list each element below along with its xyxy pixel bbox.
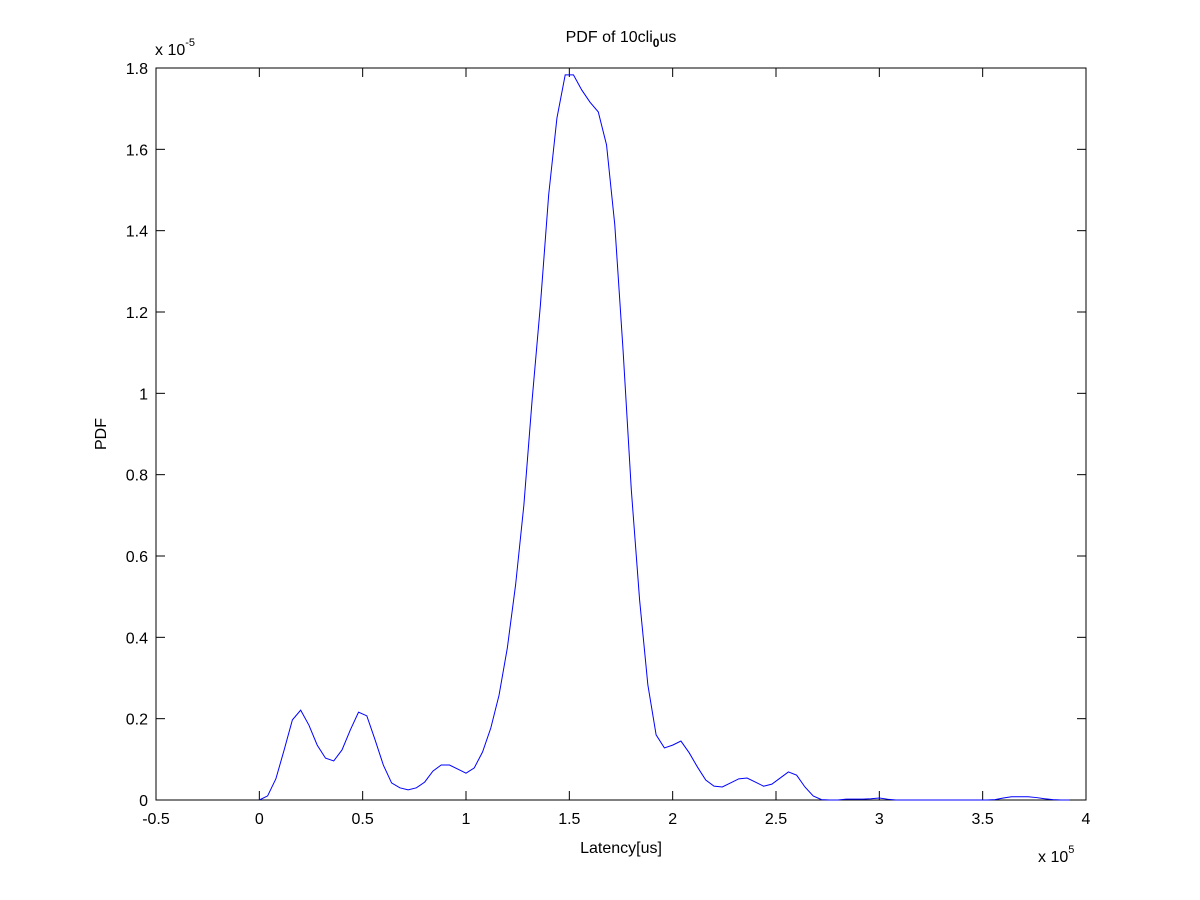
- x-tick-label: 0: [255, 811, 264, 828]
- x-multiplier-base: x 10: [1038, 849, 1068, 866]
- title-subscript: 0: [653, 36, 660, 50]
- y-axis-label: PDF: [93, 418, 110, 450]
- x-multiplier: x 105: [1038, 844, 1074, 866]
- x-multiplier-exponent: 5: [1068, 844, 1074, 856]
- y-tick-label: 0.2: [126, 712, 148, 729]
- x-tick-label: 2: [668, 811, 677, 828]
- y-multiplier-base: x 10: [155, 42, 185, 59]
- y-tick-label: 0.8: [126, 468, 148, 485]
- y-tick-label: 1.2: [126, 305, 148, 322]
- y-tick-label: 0.6: [126, 549, 148, 566]
- x-tick-label: 1: [462, 811, 471, 828]
- y-tick-label: 1.4: [126, 224, 148, 241]
- y-tick-label: 0: [139, 793, 148, 810]
- plot-box: [155, 67, 1087, 801]
- y-tick-label: 0.4: [126, 630, 148, 647]
- x-tick-label: 1.5: [558, 811, 580, 828]
- x-tick-label: 4: [1082, 811, 1091, 828]
- y-tick-label: 1: [139, 386, 148, 403]
- x-axis-label: Latency[us]: [580, 840, 662, 857]
- y-tick-label: 1.6: [126, 142, 148, 159]
- x-tick-label: -0.5: [142, 811, 170, 828]
- chart-title: PDF of 10cli0us: [566, 29, 677, 50]
- title-suffix: us: [659, 29, 676, 46]
- y-multiplier-exponent: -5: [185, 37, 195, 49]
- x-tick-label: 3: [875, 811, 884, 828]
- x-tick-label: 3.5: [972, 811, 994, 828]
- x-tick-label: 0.5: [352, 811, 374, 828]
- y-tick-label: 1.8: [126, 61, 148, 78]
- y-multiplier: x 10-5: [155, 37, 195, 59]
- data-line: [259, 74, 1070, 801]
- title-main: PDF of 10cli: [566, 29, 653, 46]
- x-tick-label: 2.5: [765, 811, 787, 828]
